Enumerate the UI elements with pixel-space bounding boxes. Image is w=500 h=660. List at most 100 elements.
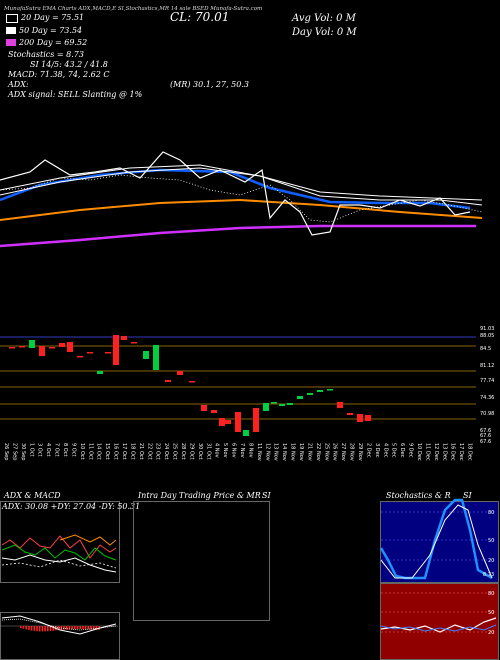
candle-bar [177,371,183,375]
candle-bar [77,356,83,358]
candle-bar [165,380,171,382]
price-axis-label: 91.03 [480,326,494,332]
candle-bar [87,352,93,354]
date-axis-label: 6 Dec [399,443,405,458]
panel-lines: 80 50 20 8.73 80 50 20 [0,498,497,636]
intraday-si-label: SI [262,491,271,500]
date-axis-label: 3 Oct [37,443,43,456]
date-axis-label: 22 Nov [315,443,321,461]
indicator-block: Stochastics = 8.73 SI 14/5: 43.2 / 41.8 … [8,50,109,80]
macd-histogram-bar [65,626,68,630]
date-axis-label: 21 Oct [138,443,144,460]
date-axis-label: 25 Oct [172,443,178,460]
macd-histogram-bar [76,626,79,629]
date-axis-label: 31 Oct [205,443,211,460]
close-value: 70.01 [195,10,230,24]
candle-bar [105,352,111,354]
plus-dy-line [1,544,117,561]
date-axis-label: 4 Dec [382,443,388,458]
date-axis-label: 9 Dec [408,443,414,458]
mr-adx-line [59,534,117,546]
macd-histogram-bar [28,626,30,630]
date-axis-label: 11 Oct [87,443,93,460]
close-price: CL: 70.01 [170,10,229,24]
date-axis-label: 22 Oct [146,443,152,460]
price-axis-label: 67.6 [480,439,491,445]
date-axis-label: 14 Nov [281,443,287,461]
price-axis-label: 77.74 [480,378,494,384]
price-line [0,151,471,236]
candle-bar [153,345,159,370]
date-axis-label: 3 Dec [374,443,380,458]
ema200-line [0,224,476,248]
macd-histogram-bar [68,626,71,630]
macd-histogram-bar [38,626,41,632]
candle-bar [189,381,195,383]
legend-ema50: 50 Day = 73.54 [6,26,87,35]
candle-bar [143,351,149,359]
date-axis-label: 27 Nov [340,443,346,461]
price-axis-label: 70.98 [480,411,494,417]
macd-histogram-bar [49,626,52,631]
stoch-tick-label: 50 [488,538,494,544]
price-axis: 91.0388.0584.581.1277.7474.3670.9867.667… [480,326,494,445]
stoch-value-label: 8.73 [483,572,494,578]
macd-histogram-bar [90,626,92,630]
legend-ema200-label: 200 Day = 69.52 [19,37,88,47]
candle-bar [263,403,269,411]
candle-bar [357,414,363,422]
date-axis-label: 5 Nov [222,443,228,458]
si-line [380,617,497,633]
date-axis-label: 18 Nov [290,443,296,461]
adx-label: ADX: [8,80,29,89]
close-label: CL: [170,10,192,24]
macd-histogram-bar [44,626,46,632]
candle-bar [9,347,15,349]
macd-histogram-bar [79,626,81,629]
date-axis-label: 14 Oct [96,443,102,460]
candle-bar [19,346,25,348]
candle-bar [39,346,45,356]
date-axis-label: 5 Dec [391,443,397,458]
macd-histogram-bar [33,626,36,631]
ema50-swatch [6,27,16,34]
adx-line [1,554,117,573]
si-text: SI 14/5: 43.2 / 41.8 [30,60,108,69]
candle-area [0,335,476,436]
adx-signal-line [1,559,117,569]
date-axis-label: 16 Dec [450,443,456,461]
legend-ema200: 200 Day = 69.52 [6,38,87,47]
macd-histogram-bar [92,626,95,630]
date-axis-label: 18 Dec [467,443,473,461]
price-axis-label: 67.6 [480,433,491,439]
si-tick-label: 50 [488,610,494,616]
date-axis-label: 25 Nov [323,443,329,461]
adx-panel-title: ADX & MACD [4,491,61,500]
stochastics-text: Stochastics = 8.73 [8,50,84,59]
date-axis-label: 16 Oct [113,443,119,460]
day-volume: Day Vol: 0 M [292,27,357,38]
candle-bar [279,404,285,406]
candle-bar [211,410,217,413]
header-line: MunafaSutra EMA Charts ADX,MACD,E SI,Sto… [4,6,263,12]
legend-ema20: 20 Day = 75.51 [6,13,87,23]
candle-bar [67,342,73,352]
date-axis-label: 21 Nov [306,443,312,461]
stoch-panel-title: Stochastics & R [386,491,451,500]
date-axis-label: 18 Oct [129,443,135,460]
date-axis-label: 4 Nov [214,443,220,458]
candle-bar [253,408,259,432]
date-axis-label: 7 Nov [239,443,245,458]
macd-histogram-bar [41,626,44,632]
avg-volume: Avg Vol: 0 M [292,13,356,24]
candle-bar [29,340,35,348]
date-axis-label: 1 Oct [28,443,34,456]
ema-lines [0,151,483,248]
candle-bar [317,390,323,392]
si-tick-label: 20 [488,630,494,636]
intraday-panel [133,501,270,621]
date-axis-label: 27 Sep [11,443,17,460]
macd-histogram-bar [84,626,87,630]
stoch-si-label: SI [463,491,472,500]
candle-bar [271,402,277,404]
